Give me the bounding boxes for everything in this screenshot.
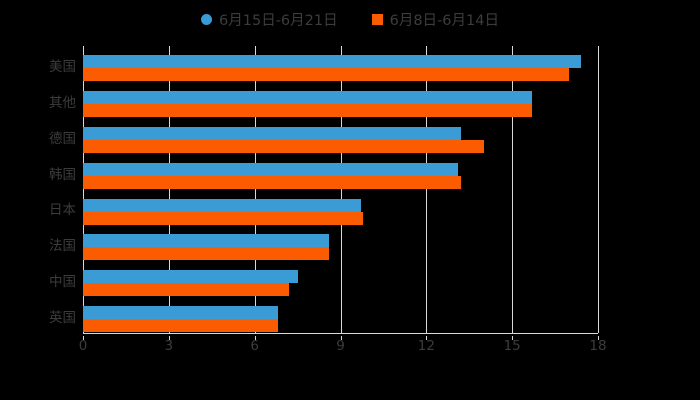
bar-series-1[interactable]	[83, 306, 278, 320]
y-axis-category-label: 其他	[49, 94, 76, 111]
bar-series-2[interactable]	[83, 139, 484, 153]
x-tick-label: 0	[78, 338, 88, 354]
bar-series-1[interactable]	[83, 198, 361, 212]
y-axis-category-label: 英国	[49, 310, 76, 327]
bar-series-2[interactable]	[83, 283, 289, 297]
bar-row	[83, 190, 598, 226]
bar-series-1[interactable]	[83, 162, 458, 176]
y-axis-category-label: 韩国	[49, 166, 76, 183]
bar-row	[83, 46, 598, 82]
x-tick-label: 3	[164, 338, 174, 354]
bar-series-1[interactable]	[83, 55, 581, 68]
bar-row	[83, 154, 598, 190]
gridline	[598, 46, 599, 333]
legend-item-series-1[interactable]: 6月15日-6月21日	[201, 9, 338, 30]
x-tick-label: 15	[503, 338, 521, 354]
bar-row	[83, 261, 598, 297]
gridline	[340, 46, 342, 333]
bar-series-2[interactable]	[83, 103, 533, 117]
x-tick-mark	[512, 336, 514, 340]
gridline	[254, 46, 256, 333]
bar-series-2[interactable]	[83, 211, 364, 225]
x-tick-mark	[598, 336, 599, 340]
y-axis-category-label: 日本	[49, 202, 76, 219]
legend-item-series-2[interactable]: 6月8日-6月14日	[371, 9, 499, 30]
x-tick-mark	[168, 336, 170, 340]
y-axis-category-label: 美国	[49, 58, 76, 75]
y-axis-labels: 美国其他德国韩国日本法国中国英国	[0, 46, 76, 333]
bar-row	[83, 118, 598, 154]
y-axis-line	[83, 46, 84, 333]
bar-row	[83, 82, 598, 118]
bar-series-1[interactable]	[83, 270, 298, 284]
x-tick-label: 9	[336, 338, 345, 354]
x-tick-label: 6	[250, 338, 259, 354]
x-tick-mark	[340, 336, 342, 340]
x-tick-mark	[254, 336, 256, 340]
bar-series-1[interactable]	[83, 234, 330, 248]
gridline	[512, 46, 514, 333]
bar-series-2[interactable]	[83, 247, 330, 261]
gridline	[168, 46, 170, 333]
legend-marker-square-icon	[371, 13, 383, 25]
x-axis-labels: 0 3 6 9 12 15 18	[0, 336, 700, 360]
x-axis-line	[83, 333, 598, 334]
y-axis-category-label: 法国	[49, 238, 76, 255]
x-tick-mark	[426, 336, 428, 340]
legend-label-series-1: 6月15日-6月21日	[219, 12, 338, 29]
plot-area	[83, 46, 599, 334]
legend-marker-circle-icon	[201, 13, 213, 25]
x-tick-label: 12	[417, 338, 435, 354]
y-axis-category-label: 中国	[49, 274, 76, 291]
bar-series-2[interactable]	[83, 68, 570, 81]
bar-series-2[interactable]	[83, 175, 461, 189]
bar-series-1[interactable]	[83, 126, 461, 140]
bar-series-1[interactable]	[83, 90, 533, 104]
bar-series-2[interactable]	[83, 319, 278, 333]
bar-row	[83, 225, 598, 261]
x-tick-label: 18	[589, 338, 607, 354]
chart-legend: 6月15日-6月21日 6月8日-6月14日	[0, 6, 700, 32]
x-tick-mark	[83, 336, 84, 340]
y-axis-category-label: 德国	[49, 130, 76, 147]
legend-label-series-2: 6月8日-6月14日	[389, 12, 499, 29]
gridline	[426, 46, 428, 333]
bar-row	[83, 297, 598, 333]
